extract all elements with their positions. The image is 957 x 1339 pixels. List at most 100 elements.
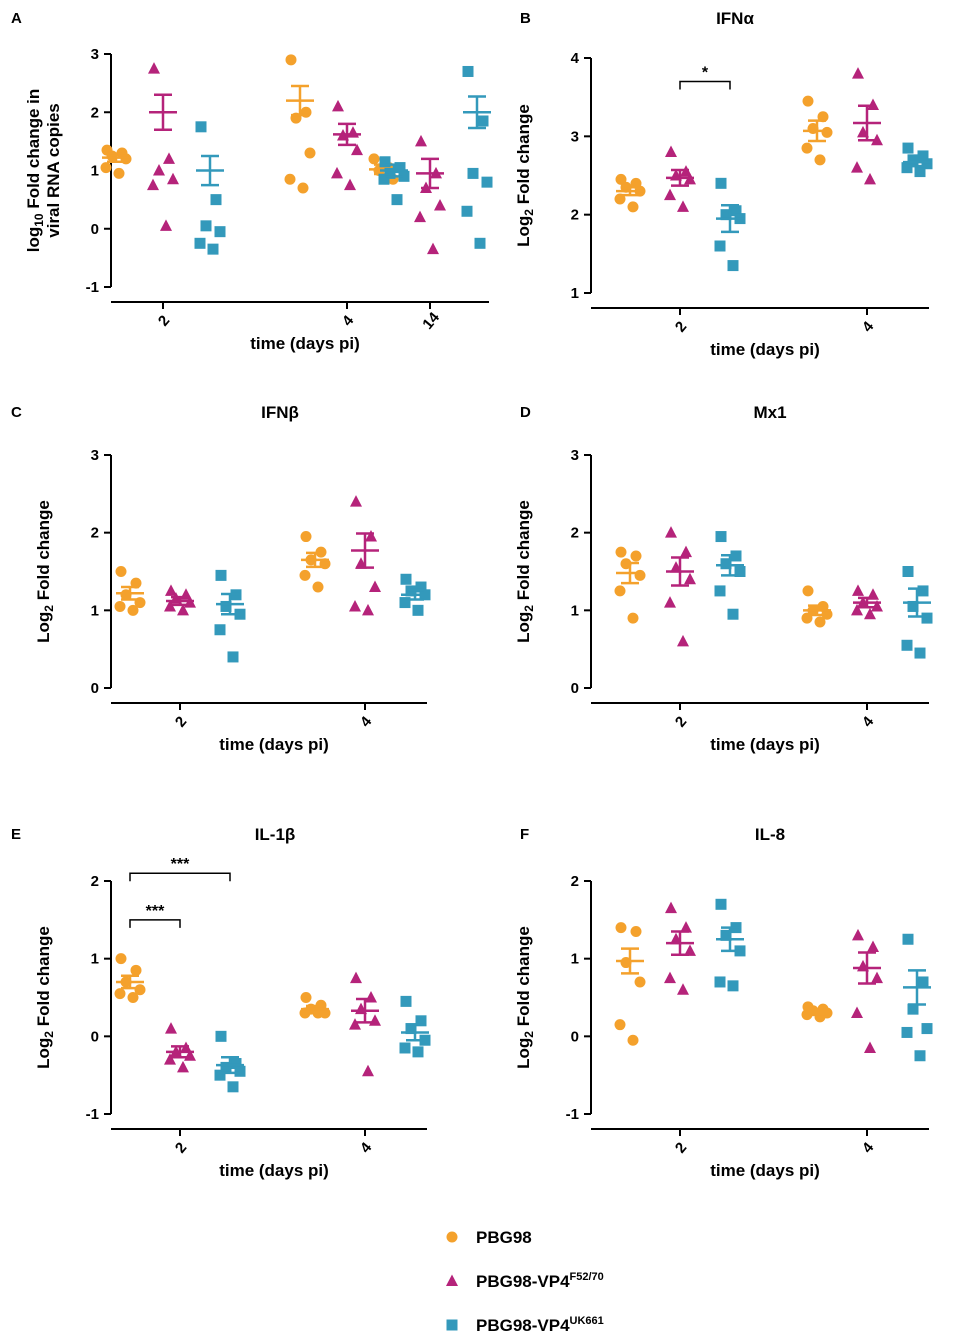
data-point [362, 603, 374, 616]
x-tick-label: 2 [172, 1139, 190, 1156]
panel-letter: A [11, 10, 22, 27]
data-point [414, 210, 426, 223]
legend-marker [446, 1231, 458, 1243]
legend-label: PBG98-VP4F52/70 [476, 1271, 604, 1291]
data-point [615, 922, 627, 934]
y-tick-label: 3 [571, 447, 579, 464]
data-point [907, 154, 919, 166]
data-point [127, 992, 139, 1003]
data-point [851, 161, 863, 173]
x-tick-label: 4 [859, 318, 878, 336]
data-point [177, 603, 189, 616]
data-point [412, 1046, 424, 1058]
y-axis-label: Log2 Fold change [34, 926, 56, 1069]
data-point [200, 220, 212, 232]
y-tick-label: 0 [91, 1028, 99, 1045]
data-point [914, 647, 926, 659]
panel-c: C IFNβ 0 1 2 3 2 4 time (days pi) Log2 Fold chang… [11, 403, 431, 754]
data-point [814, 616, 826, 628]
data-point [332, 99, 344, 112]
data-point [207, 243, 219, 255]
x-axis-label: time (days pi) [710, 340, 820, 359]
data-point [234, 608, 246, 620]
data-point [871, 599, 883, 612]
data-point [901, 1026, 913, 1038]
data-point [214, 226, 226, 238]
y-tick-label: 4 [571, 50, 580, 67]
data-point [921, 612, 933, 624]
y-tick-label: 0 [91, 221, 99, 238]
data-point [734, 945, 746, 957]
data-point [720, 929, 732, 941]
y-tick-label: 0 [571, 680, 579, 697]
data-point [615, 173, 627, 185]
data-point [852, 584, 864, 596]
data-point [214, 624, 226, 636]
data-point [684, 944, 696, 956]
significance-label: *** [171, 856, 190, 873]
data-point [677, 200, 689, 212]
data-point [461, 205, 473, 217]
y-tick-label: 3 [571, 128, 579, 145]
data-point [615, 546, 627, 558]
legend-marker [446, 1319, 458, 1331]
significance-bracket [129, 872, 231, 882]
data-point [365, 530, 377, 542]
panel-title: IFNβ [261, 403, 299, 422]
x-tick-label: 2 [155, 312, 173, 329]
data-point [285, 54, 297, 66]
x-tick-label: 4 [357, 1139, 376, 1157]
data-point [630, 550, 642, 562]
data-point [369, 580, 381, 593]
data-point [331, 166, 343, 179]
data-point [391, 194, 403, 206]
data-point [814, 154, 826, 166]
significance-label: *** [146, 903, 165, 920]
data-point [399, 1042, 411, 1054]
data-point [405, 1023, 417, 1035]
data-point [734, 566, 746, 577]
panel-b: B IFNα 1 2 3 4 2 4 time (days pi) Log2 Fold chang… [514, 9, 933, 359]
data-point [684, 572, 696, 585]
legend: PBG98 PBG98-VP4F52/70 PBG98-VP4UK661 [446, 1228, 604, 1335]
data-point [462, 65, 474, 77]
legend-label: PBG98-VP4UK661 [476, 1315, 604, 1334]
data-point [802, 95, 814, 107]
x-tick-label: 14 [419, 309, 443, 333]
data-point [194, 237, 206, 249]
data-point [412, 604, 424, 616]
data-point [130, 964, 142, 976]
data-point [727, 260, 739, 272]
data-point [481, 176, 493, 188]
data-point [369, 1014, 381, 1026]
panel-a: A -1 0 1 2 3 2 4 14 time (days pi) log10 Fold chan… [11, 10, 493, 353]
data-point [864, 1041, 876, 1053]
data-point [379, 156, 391, 168]
data-point [801, 142, 813, 154]
x-tick-label: 2 [172, 713, 190, 730]
y-tick-label: 0 [91, 680, 99, 697]
x-axis-label: time (days pi) [710, 1161, 820, 1180]
data-point [714, 976, 726, 988]
data-point [297, 182, 309, 194]
panel-letter: F [520, 826, 529, 843]
panel-letter: D [520, 404, 531, 421]
data-point [115, 566, 127, 577]
data-point [871, 971, 883, 984]
data-point [378, 173, 390, 185]
data-point [349, 599, 361, 612]
data-point [627, 1034, 639, 1046]
data-point [714, 585, 726, 597]
y-tick-label: 2 [91, 525, 99, 542]
data-point [350, 495, 362, 507]
data-point [871, 133, 883, 146]
data-point [394, 162, 406, 174]
panel-title: Mx1 [753, 403, 786, 422]
data-point [312, 581, 324, 593]
data-point [802, 585, 814, 597]
x-axis-label: time (days pi) [250, 334, 360, 353]
data-point [398, 170, 410, 182]
data-point [902, 142, 914, 154]
data-point [901, 162, 913, 174]
